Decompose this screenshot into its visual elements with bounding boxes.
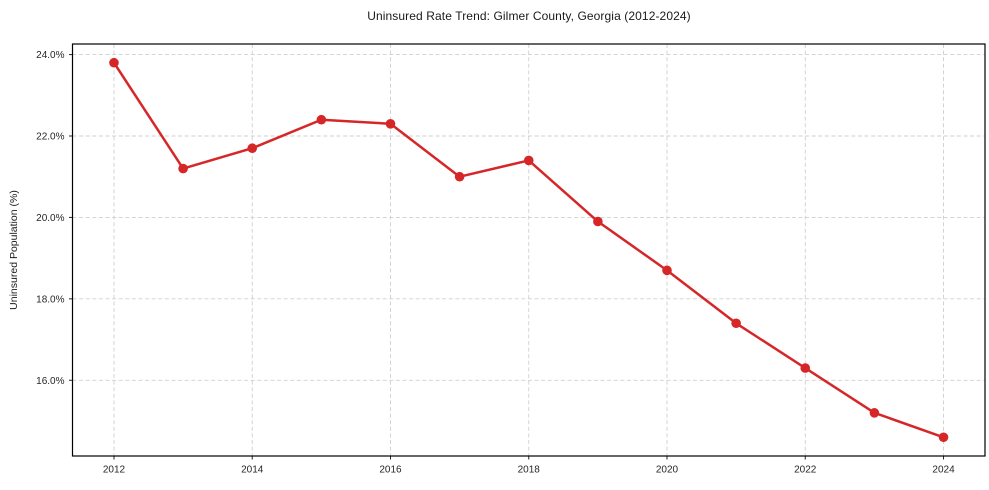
x-tick-label: 2024 <box>932 465 955 476</box>
data-point <box>247 143 258 154</box>
plot-frame <box>71 43 986 457</box>
x-tick-label: 2016 <box>379 465 402 476</box>
data-point <box>593 216 603 227</box>
x-tick-label: 2020 <box>656 465 679 476</box>
y-tick-label: 18.0% <box>36 294 64 305</box>
data-point <box>523 155 534 166</box>
data-point <box>731 318 741 329</box>
x-tick-label: 2022 <box>794 465 817 476</box>
data-point <box>178 163 188 174</box>
x-tick-label: 2012 <box>103 465 126 476</box>
x-tick-label: 2018 <box>518 465 541 476</box>
data-point <box>869 408 880 418</box>
data-point <box>316 114 327 125</box>
data-point <box>454 171 465 182</box>
data-point <box>938 432 949 443</box>
data-point <box>109 57 119 68</box>
y-tick-label: 22.0% <box>36 132 64 143</box>
y-tick-label: 20.0% <box>36 213 64 224</box>
chart-title: Uninsured Rate Trend: Gilmer County, Geo… <box>367 9 691 23</box>
y-tick-label: 16.0% <box>36 376 64 387</box>
y-tick-label: 24.0% <box>36 50 64 61</box>
x-tick-label: 2014 <box>241 465 264 476</box>
data-point <box>800 363 811 373</box>
data-point <box>662 265 672 276</box>
data-point <box>385 118 396 129</box>
